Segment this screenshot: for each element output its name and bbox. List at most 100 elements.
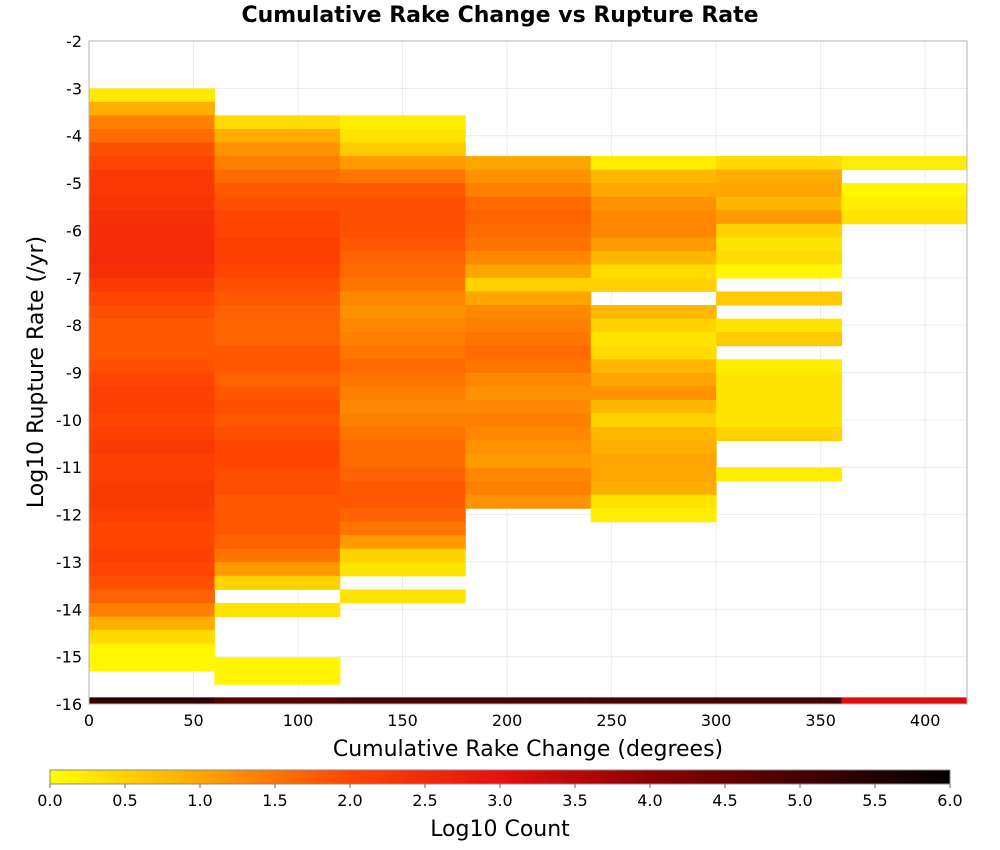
heatmap-cell: [716, 332, 843, 347]
heatmap-cell: [590, 250, 717, 265]
heatmap-cell: [465, 481, 592, 496]
heatmap-cell: [590, 372, 717, 387]
heatmap-cell: [590, 413, 717, 428]
heatmap-cell: [339, 169, 466, 184]
heatmap-cell: [339, 291, 466, 306]
heatmap-cell: [214, 657, 341, 672]
heatmap-cell: [339, 115, 466, 130]
heatmap-cell: [590, 183, 717, 198]
heatmap-cell: [465, 345, 592, 360]
heatmap-cell: [465, 183, 592, 198]
heatmap-cell: [89, 142, 215, 157]
colorbar-label: Log10 Count: [430, 817, 570, 842]
colorbar-tick-label: 1.5: [262, 791, 287, 810]
heatmap-cell: [716, 223, 843, 238]
heatmap-cell: [89, 386, 215, 401]
heatmap-cell: [214, 453, 341, 468]
heatmap-cell: [716, 183, 843, 198]
heatmap-cell: [339, 467, 466, 482]
heatmap-cell: [590, 440, 717, 455]
heatmap-cell: [89, 548, 215, 563]
heatmap-cell: [339, 508, 466, 523]
heatmap-cell: [716, 169, 843, 184]
heatmap-cell: [89, 250, 215, 265]
heatmap-cell: [716, 291, 843, 306]
colorbar-tick-label: 2.0: [337, 791, 362, 810]
heatmap-cell: [89, 575, 215, 590]
heatmap-cell: [214, 508, 341, 523]
heatmap-cell: [841, 697, 968, 704]
heatmap-cell: [339, 318, 466, 333]
heatmap-cell: [214, 291, 341, 306]
heatmap-cell: [89, 101, 215, 116]
heatmap-cell: [465, 264, 592, 279]
heatmap-cell: [214, 521, 341, 536]
heatmap-cell: [716, 426, 843, 442]
heatmap-cell: [89, 210, 215, 225]
heatmap-cell: [590, 237, 717, 252]
y-tick-label: -2: [66, 32, 82, 51]
heatmap-cell: [89, 156, 215, 171]
x-axis-label: Cumulative Rake Change (degrees): [333, 737, 723, 762]
heatmap-cell: [590, 332, 717, 347]
heatmap-cell: [465, 237, 592, 252]
heatmap-cell: [590, 467, 717, 482]
y-tick-label: -7: [66, 269, 82, 288]
heatmap-cell: [465, 440, 592, 455]
heatmap-cell: [339, 277, 466, 292]
y-tick-layer: -2 -3 -4 -5 -6 -7 -8 -9 -10 -11 -12 -13 -14 -15 -16: [56, 32, 82, 714]
colorbar-tick-label: 0.5: [112, 791, 137, 810]
heatmap-cell: [339, 304, 466, 320]
heatmap-cell: [465, 359, 592, 374]
heatmap-cell: [465, 426, 592, 442]
heatmap-cell: [465, 223, 592, 238]
heatmap-cell: [214, 115, 341, 130]
heatmap-cell: [339, 128, 466, 143]
heatmap-cell: [89, 264, 215, 279]
heatmap-cell: [465, 277, 592, 293]
heatmap-cell: [89, 413, 215, 428]
heatmap-cell: [214, 155, 341, 171]
heatmap-cell: [89, 454, 215, 469]
heatmap-cell: [590, 223, 717, 238]
y-tick-label: -5: [66, 174, 82, 193]
heatmap-cell: [89, 88, 215, 103]
y-tick-label: -4: [66, 127, 82, 146]
heatmap-cell: [89, 494, 215, 509]
heatmap-cell: [716, 386, 843, 401]
heatmap-cell: [339, 183, 466, 198]
heatmap-cell: [214, 142, 341, 157]
heatmap-cell: [214, 399, 341, 414]
heatmap-cell: [339, 548, 466, 563]
heatmap-cell: [89, 169, 215, 184]
heatmap-cell: [89, 399, 215, 414]
heatmap-cell: [716, 264, 843, 279]
heatmap-cell: [89, 277, 215, 293]
heatmap-cell: [339, 210, 466, 225]
heatmap-cell: [89, 603, 215, 618]
colorbar-tick-label: 6.0: [937, 791, 962, 810]
heatmap-cell: [339, 386, 466, 401]
heatmap-cell: [89, 223, 215, 238]
heatmap-cell: [214, 264, 341, 279]
colorbar-tick-label: 5.5: [862, 791, 887, 810]
heatmap-cell: [590, 345, 717, 360]
heatmap-cell: [716, 413, 843, 428]
heatmap-cell: [590, 508, 717, 523]
heatmap-cell: [465, 386, 592, 401]
heatmap-cell: [89, 521, 215, 536]
heatmap-cell: [465, 318, 592, 333]
heatmap-cell: [339, 237, 466, 252]
x-tick-label: 50: [183, 711, 203, 730]
heatmap-cell: [89, 115, 215, 130]
heatmap-cell: [465, 372, 592, 387]
heatmap-cell: [590, 277, 717, 293]
heatmap-cell: [214, 494, 341, 509]
heatmap-cell: [214, 467, 341, 482]
heatmap-cell: [465, 454, 592, 469]
heatmap-cell: [465, 697, 592, 704]
heatmap-cell: [89, 589, 215, 604]
y-tick-label: -15: [56, 648, 82, 667]
cells-layer: [89, 88, 968, 704]
